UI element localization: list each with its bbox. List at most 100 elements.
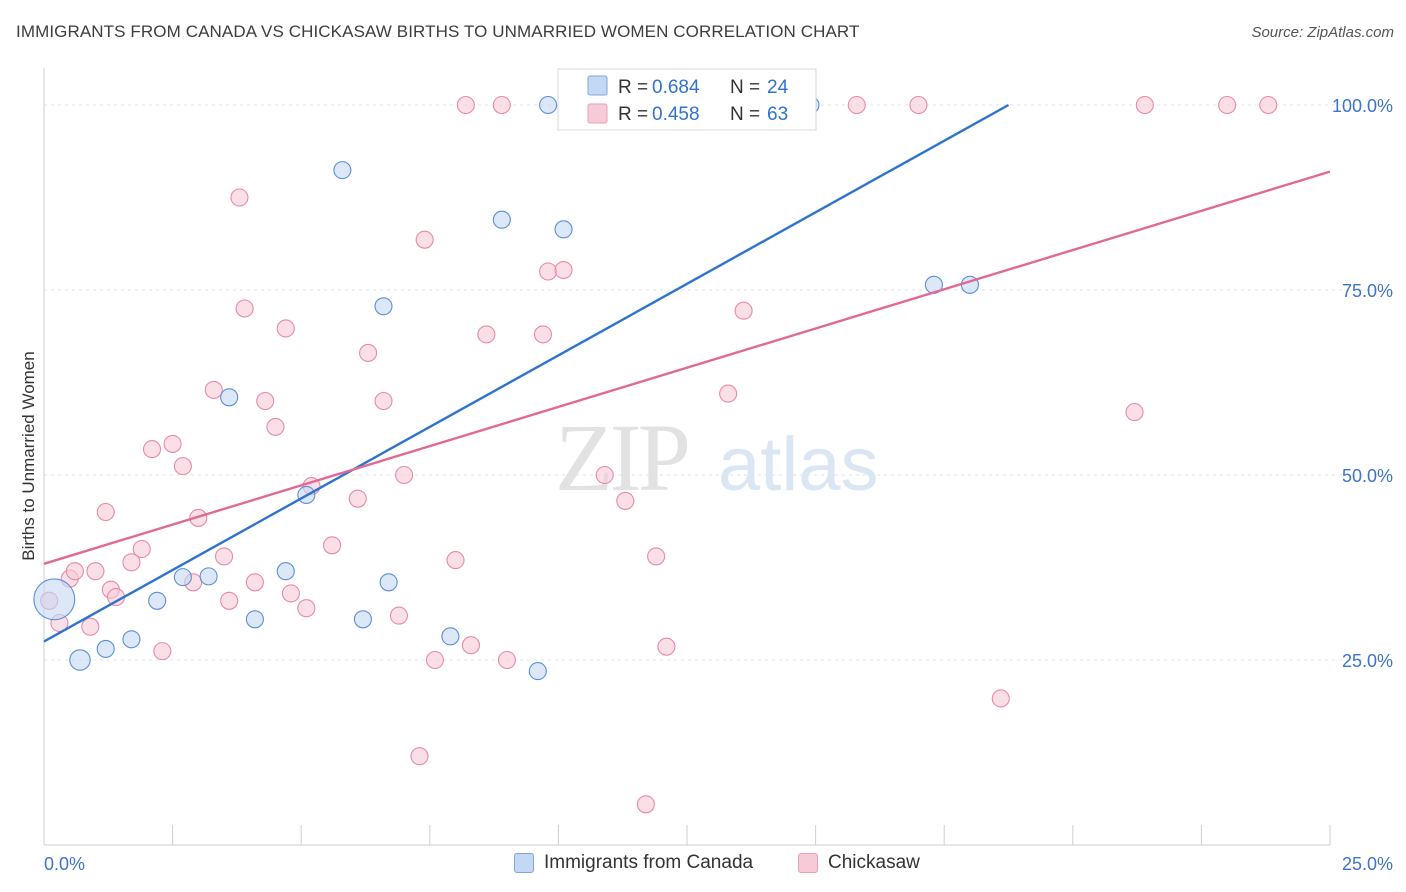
bottom-legend: Immigrants from Canada Chickasaw [0,852,1406,878]
canada-point-6 [199,567,218,586]
grid-layer [44,104,1390,661]
canada-point-8 [245,610,264,629]
chickasaw-point-37 [425,650,444,670]
chickasaw-point-23 [256,391,275,411]
chickasaw-point-30 [348,489,367,508]
canada-point-12 [353,610,372,629]
canada-point-5 [173,568,192,587]
x-tick-label-0: 0.0% [44,854,85,874]
canada-point-16 [492,210,511,229]
chickasaw-point-51 [647,547,666,566]
chickasaw-point-29 [323,536,342,555]
bottom-legend-label-canada: Immigrants from Canada [544,852,754,873]
chickasaw-point-11 [142,440,162,459]
chickasaw-point-32 [374,391,393,411]
legend-chickasaw-n-label: N = [730,104,765,125]
chickasaw-point-6 [96,502,115,522]
canada-point-1 [69,649,91,671]
watermark: ZIP atlas [555,404,879,511]
chickasaw-point-27 [297,599,316,618]
chickasaw-point-59 [1125,403,1144,422]
chickasaw-point-39 [456,95,475,115]
chickasaw-point-19 [220,591,239,610]
bottom-legend-canada: Immigrants from Canada [514,852,753,874]
legend-swatch-chickasaw [587,103,608,124]
legend-chickasaw-r-value: 0.458 [652,104,700,125]
chickasaw-point-24 [266,417,285,436]
chickasaw-point-53 [719,384,738,403]
chickasaw-point-13 [163,434,182,453]
chickasaw-point-4 [81,617,100,636]
canada-point-7 [220,388,239,407]
canada-point-3 [122,630,141,649]
chickasaw-point-44 [533,325,553,344]
legend-box: R = 0.684 N = 24 R = 0.458 N = 63 [557,68,817,131]
chickasaw-trend-line [43,170,1331,565]
canada-point-2 [96,639,115,658]
chickasaw-point-33 [389,606,408,625]
y-tick-label-0: 25.0% [1342,651,1393,671]
chart-source: Source: ZipAtlas.com [1251,24,1394,41]
chickasaw-point-34 [395,465,414,485]
chickasaw-point-62 [1259,95,1278,115]
chickasaw-point-35 [410,747,429,766]
points-layer [33,95,1278,814]
chickasaw-point-18 [214,547,234,566]
chickasaw-point-22 [245,573,264,592]
chickasaw-point-20 [230,188,249,207]
chickasaw-point-25 [276,319,295,338]
tick-layer: 25.0% 50.0% 75.0% 100.0% 0.0% 25.0% [44,96,1393,874]
y-tick-label-3: 100.0% [1332,96,1393,116]
chickasaw-point-56 [847,95,866,115]
chickasaw-point-46 [554,260,573,280]
chickasaw-point-3 [65,562,84,581]
trend-layer [43,103,1331,643]
chart-title: IMMIGRANTS FROM CANADA VS CHICKASAW BIRT… [16,22,860,41]
chickasaw-point-10 [132,539,151,559]
canada-point-17 [528,662,547,681]
legend-canada-n-value: 24 [767,77,789,98]
legend-canada-r-label: R = [618,77,653,98]
canada-point-9 [276,562,295,581]
canada-point-14 [379,573,398,592]
x-tick-label-1: 25.0% [1342,854,1393,874]
chickasaw-point-50 [636,795,655,814]
legend-chickasaw-n-value: 63 [767,104,788,125]
axis-layer [43,68,1331,846]
chickasaw-point-12 [153,642,172,661]
chickasaw-point-14 [173,457,192,476]
chickasaw-point-42 [492,95,511,115]
chickasaw-point-61 [1218,95,1237,115]
canada-point-0 [33,578,76,621]
svg-text:R = 0.458 N =: R = 0.458 N = 63 [618,104,788,125]
canada-point-18 [539,95,558,115]
bottom-legend-label-chickasaw: Chickasaw [828,852,920,873]
chickasaw-point-57 [909,95,928,115]
bottom-legend-swatch-canada [514,853,534,873]
y-axis-label: Births to Unmarried Women [19,351,38,560]
chickasaw-point-38 [446,551,465,570]
canada-point-19 [554,220,573,239]
chickasaw-point-5 [86,562,105,581]
chickasaw-point-58 [991,689,1010,708]
chickasaw-point-26 [281,584,300,603]
svg-text:R = 0.684 N =: R = 0.684 N = 24 [618,77,789,98]
y-tick-label-1: 50.0% [1342,466,1393,486]
chickasaw-point-36 [415,230,434,249]
chickasaw-point-41 [477,325,496,344]
chickasaw-point-43 [497,650,517,670]
chickasaw-point-21 [235,299,254,318]
canada-point-15 [441,627,460,646]
y-tick-label-2: 75.0% [1342,281,1393,301]
canada-point-13 [374,297,393,316]
chickasaw-point-17 [204,380,223,399]
watermark-atlas: atlas [718,422,879,507]
canada-point-11 [333,161,352,180]
canada-point-4 [148,591,167,610]
legend-swatch-canada [587,75,608,96]
canada-trend-line [43,103,1010,643]
chickasaw-point-40 [461,636,481,655]
chickasaw-point-31 [359,343,378,362]
chickasaw-point-49 [616,491,635,510]
